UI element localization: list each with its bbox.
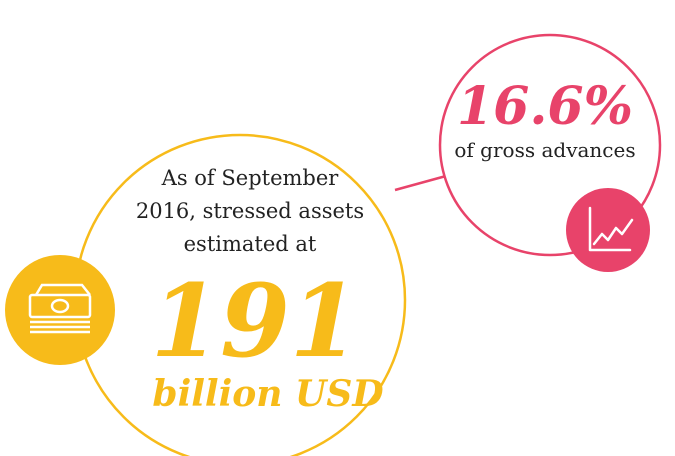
chart-icon [566, 188, 650, 272]
connector [394, 174, 447, 192]
unit-label: billion USD [152, 373, 383, 415]
left-text: estimated at [184, 232, 317, 256]
money-icon [5, 255, 115, 365]
left-text: 2016, stressed assets [136, 199, 364, 223]
ratio-caption: of gross advances [454, 138, 635, 162]
ratio-figure: 16.6% [457, 76, 633, 137]
left-text: As of September [161, 166, 340, 190]
main-figure: 191 [151, 262, 360, 380]
